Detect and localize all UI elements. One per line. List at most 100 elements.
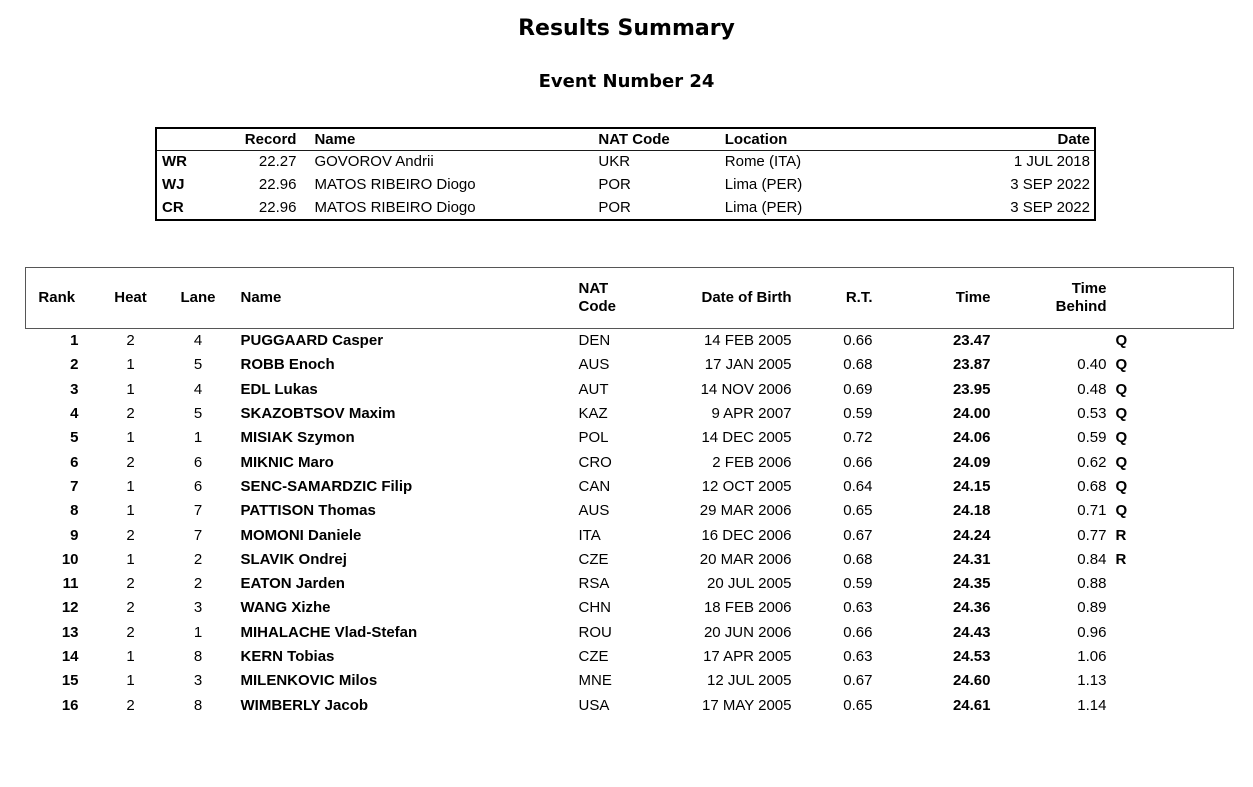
cell-time: 22.27	[258, 153, 297, 171]
results-header-row: Rank Heat Lane Name NAT Code Date of Bir…	[25, 267, 1234, 329]
cell-heat: 2	[126, 453, 135, 471]
cell-rank: 5	[70, 429, 79, 447]
cell-name: EDL Lukas	[240, 380, 318, 398]
cell-dob: 12 JUL 2005	[706, 672, 792, 690]
cell-time: 24.18	[952, 502, 991, 520]
cell-rank: 9	[70, 526, 79, 544]
cell-heat: 2	[126, 405, 135, 423]
cell-rt: 0.59	[843, 405, 873, 423]
cell-rt: 0.66	[843, 332, 873, 350]
cell-lane: 7	[193, 526, 203, 544]
cell-name: MIHALACHE Vlad-Stefan	[240, 623, 418, 641]
cell-name: ROBB Enoch	[240, 356, 335, 374]
table-row: 15 1 3 MILENKOVIC Milos MNE 12 JUL 2005 0.67 24…	[26, 669, 1234, 693]
cell-time: 24.43	[952, 623, 991, 641]
cell-behind: 0.88	[1077, 575, 1107, 593]
cell-time: 24.15	[952, 477, 991, 495]
cell-dob: 12 OCT 2005	[701, 477, 792, 495]
cell-time: 24.61	[952, 696, 991, 714]
cell-lane: 8	[193, 648, 203, 665]
cell-type: WR	[162, 153, 187, 171]
results-header-time-behind-line1: Time	[1071, 280, 1107, 297]
cell-nat: POR	[598, 199, 631, 217]
table-row: 9 2 7 MOMONI Daniele ITA 16 DEC 2006 0.67 24.24…	[26, 523, 1234, 547]
results-header-nat-line1: NAT	[578, 280, 609, 297]
cell-behind: 1.13	[1077, 672, 1107, 690]
results-table: Rank Heat Lane Name NAT Code Date of Bir…	[25, 267, 1234, 717]
cell-behind: 1.06	[1077, 648, 1107, 665]
cell-time: 24.60	[952, 672, 991, 690]
table-row: 3 1 4 EDL Lukas AUT 14 NOV 2006 0.69 23.95 0.48 Q	[26, 377, 1234, 401]
cell-dob: 17 JAN 2005	[704, 356, 792, 374]
cell-rank: 2	[70, 356, 79, 374]
cell-name: MILENKOVIC Milos	[240, 672, 378, 690]
cell-dob: 16 DEC 2006	[701, 526, 792, 544]
cell-behind: 0.48	[1077, 380, 1107, 398]
cell-name: SLAVIK Ondrej	[240, 550, 347, 568]
cell-lane: 5	[193, 356, 203, 374]
cell-rank: 10	[61, 550, 79, 568]
cell-name: SENC-SAMARDZIC Filip	[240, 477, 413, 495]
cell-lane: 1	[193, 623, 203, 641]
results-header-time: Time	[880, 267, 999, 329]
cell-qual: Q	[1115, 477, 1128, 495]
cell-rt: 0.66	[843, 453, 873, 471]
cell-date: 1 JUL 2018	[1013, 153, 1090, 171]
cell-nat: UKR	[598, 153, 631, 171]
cell-name: EATON Jarden	[240, 575, 345, 593]
cell-lane: 4	[193, 380, 203, 398]
page-title: Results Summary	[518, 16, 735, 41]
cell-time: 23.95	[952, 380, 991, 398]
cell-rt: 0.67	[843, 526, 873, 544]
cell-time: 24.31	[952, 550, 991, 568]
cell-nat: AUT	[578, 380, 609, 398]
cell-rank: 7	[70, 477, 79, 495]
table-row: 13 2 1 MIHALACHE Vlad-Stefan ROU 20 JUN 2006 0…	[26, 620, 1234, 644]
cell-name: SKAZOBTSOV Maxim	[240, 405, 396, 423]
cell-date: 3 SEP 2022	[1010, 176, 1090, 194]
cell-name: PATTISON Thomas	[240, 502, 376, 520]
cell-nat: USA	[578, 696, 610, 714]
table-row: 14 1 8 KERN Tobias CZE 17 APR 2005 0.63 24.53 1.…	[26, 644, 1234, 668]
cell-qual	[1113, 693, 1234, 717]
cell-dob: 14 DEC 2005	[701, 429, 792, 447]
results-header-reaction-time: R.T.	[800, 267, 881, 329]
cell-heat: 2	[126, 696, 135, 714]
results-header-nat-line2: Code	[578, 298, 617, 315]
cell-heat: 1	[126, 648, 135, 665]
cell-lane: 8	[193, 696, 203, 714]
cell-dob: 20 MAR 2006	[699, 550, 792, 568]
records-header-type	[156, 128, 227, 151]
cell-rank: 13	[61, 623, 79, 641]
cell-behind: 0.68	[1077, 477, 1107, 495]
results-table-body: 1 2 4 PUGGAARD Casper DEN 14 FEB 2005 0.66 23.4…	[26, 329, 1234, 718]
results-header-nat-code: NAT Code	[570, 267, 661, 329]
cell-heat: 2	[126, 526, 135, 544]
cell-heat: 1	[126, 429, 135, 447]
cell-nat: RSA	[578, 575, 610, 593]
cell-name: MISIAK Szymon	[240, 429, 355, 447]
cell-nat: CAN	[578, 477, 611, 495]
cell-name: WIMBERLY Jacob	[240, 696, 369, 714]
records-table-header: Record Name NAT Code Location Date	[156, 128, 1095, 151]
cell-nat: POR	[598, 176, 631, 194]
cell-heat: 2	[126, 623, 135, 641]
cell-behind: 0.40	[1077, 356, 1107, 374]
cell-nat: DEN	[578, 332, 611, 350]
cell-behind: 0.71	[1077, 502, 1107, 520]
cell-behind: 0.84	[1077, 550, 1107, 568]
cell-name: MATOS RIBEIRO Diogo	[314, 176, 476, 194]
results-header-rank: Rank	[25, 267, 96, 329]
cell-time: 24.09	[952, 453, 991, 471]
table-row: 12 2 3 WANG Xizhe CHN 18 FEB 2006 0.63 24.36 0.8…	[26, 596, 1234, 620]
records-header-record: Record	[226, 128, 302, 151]
results-section: Rank Heat Lane Name NAT Code Date of Bir…	[25, 267, 1234, 717]
cell-behind: 0.89	[1077, 599, 1107, 617]
cell-dob: 9 APR 2007	[711, 405, 792, 423]
cell-qual	[1113, 669, 1234, 693]
cell-qual	[1113, 620, 1234, 644]
records-table-body: WR 22.27 GOVOROV Andrii UKR Rome (ITA) 1 JUL …	[156, 150, 1095, 220]
cell-qual	[1113, 596, 1234, 620]
cell-lane: 5	[193, 405, 203, 423]
